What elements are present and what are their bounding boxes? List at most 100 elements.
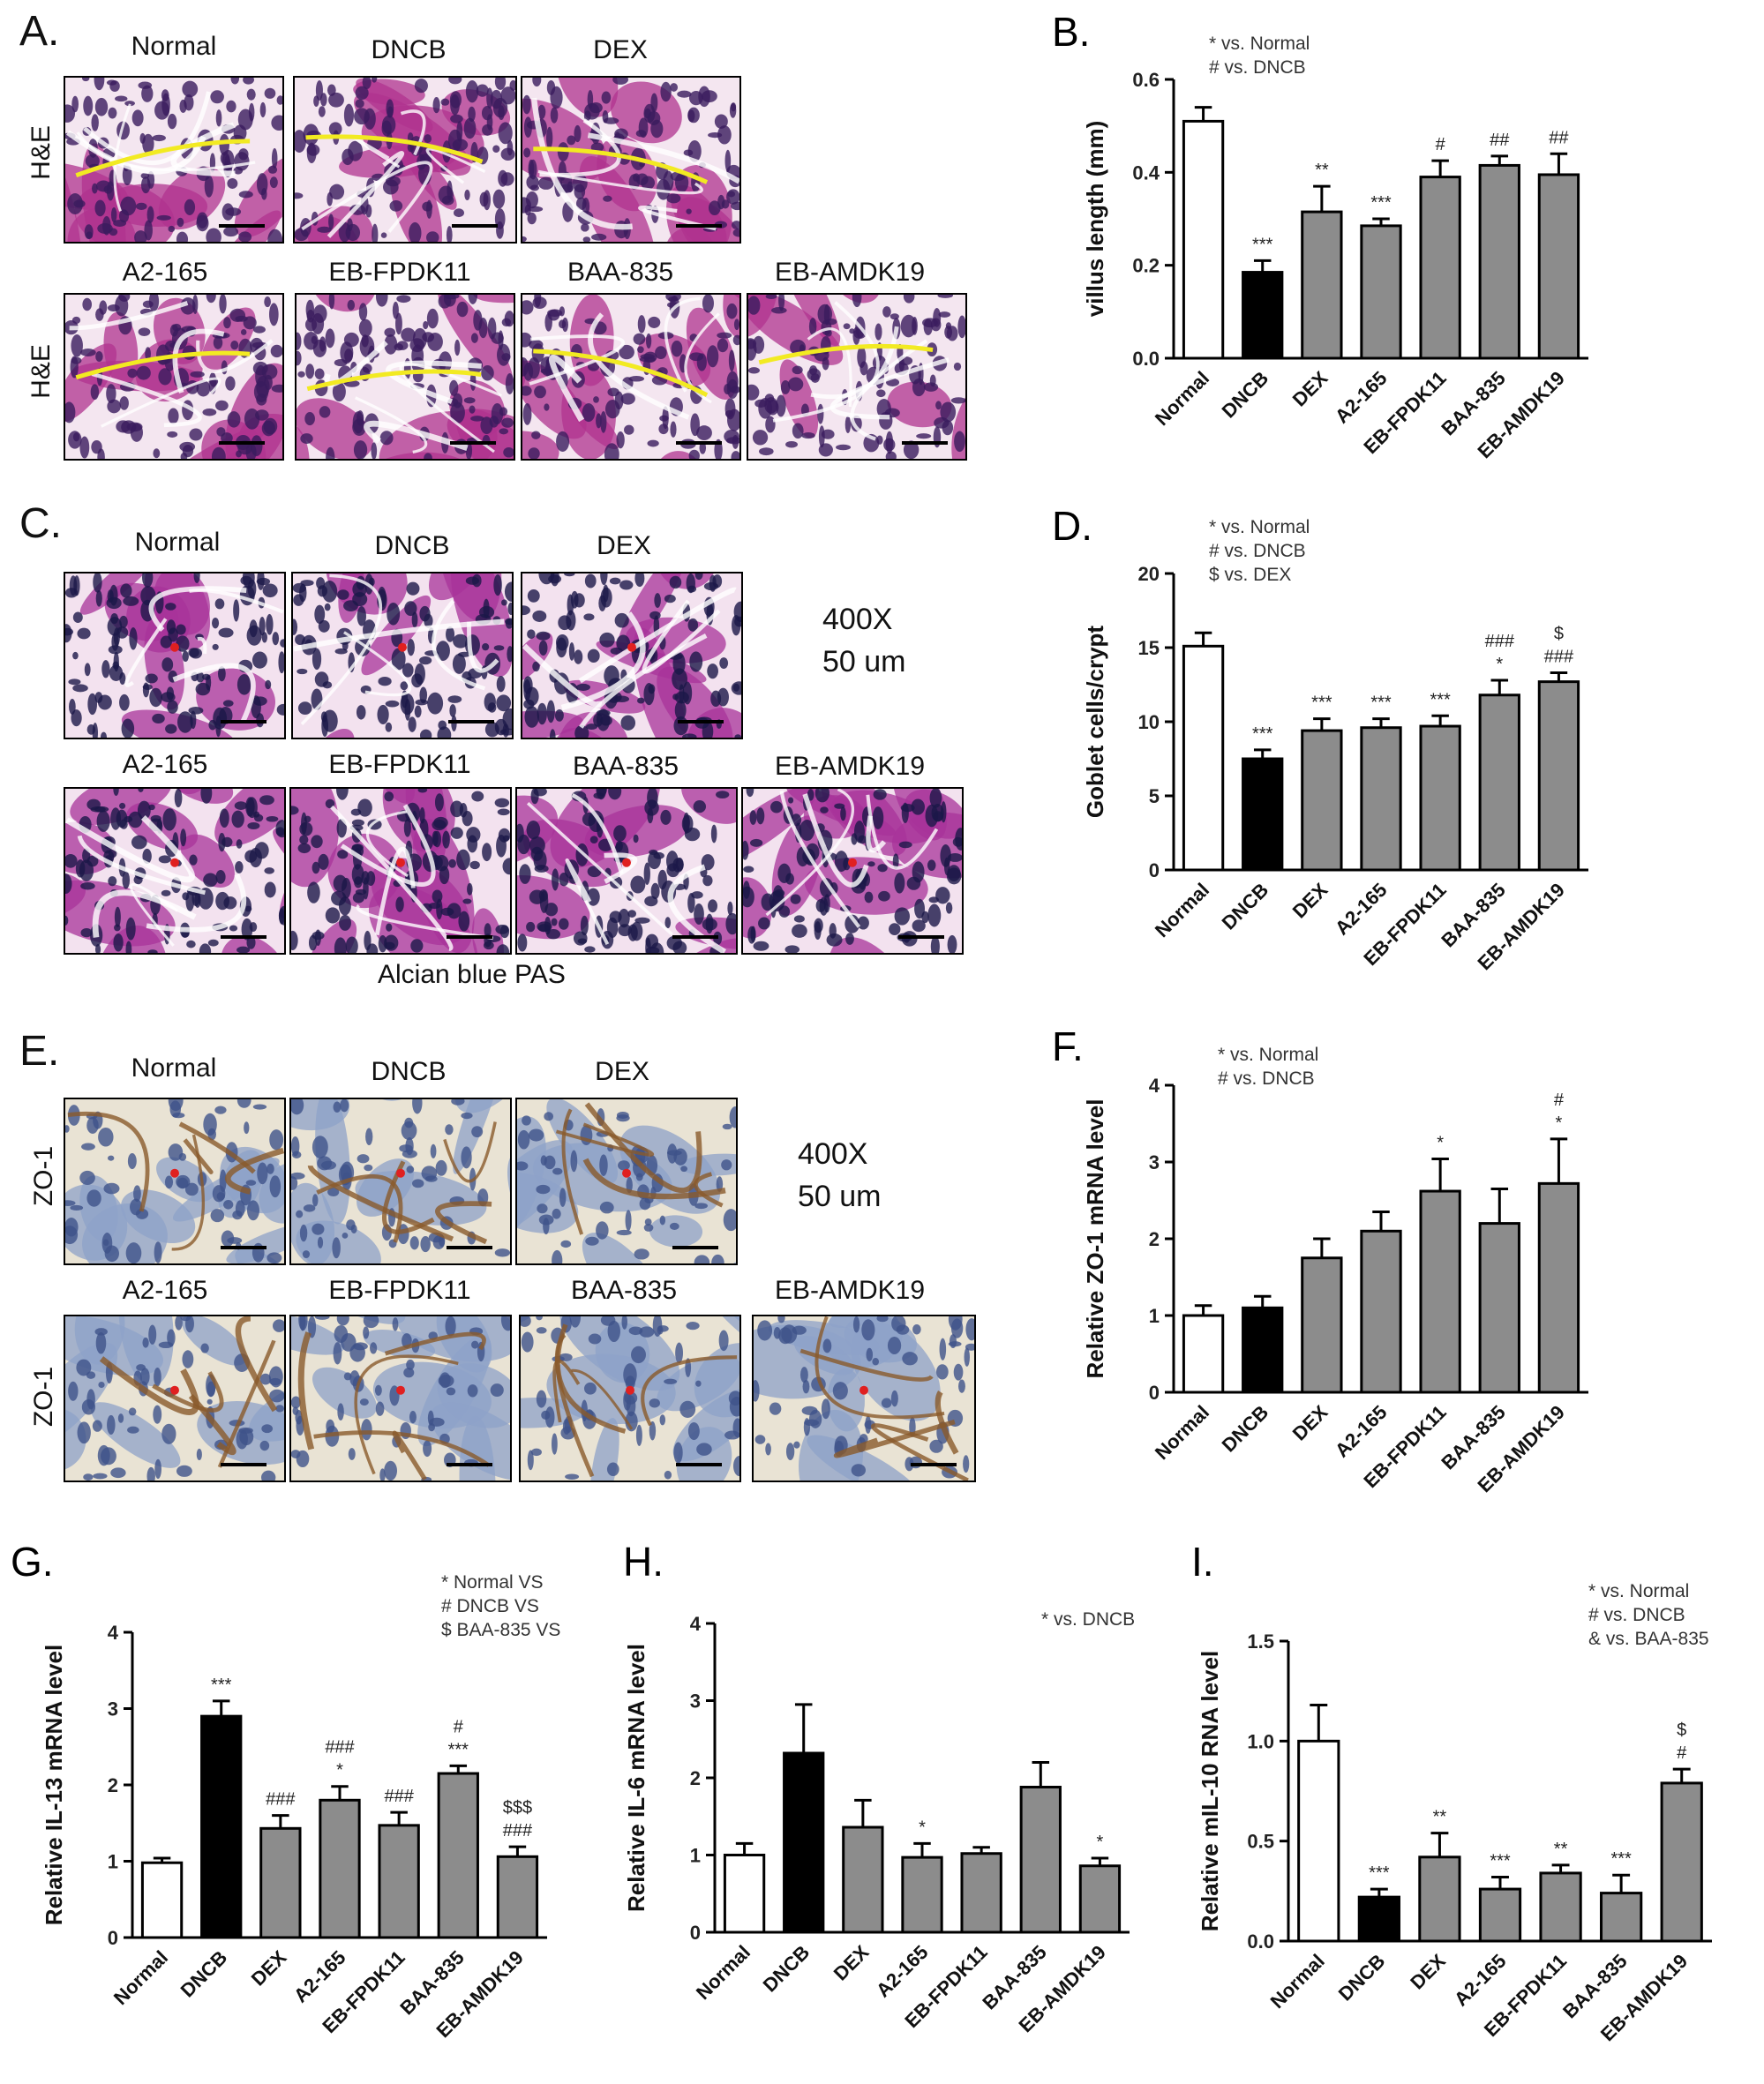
he-image-dex <box>521 76 741 244</box>
significance-label: *** <box>1430 690 1451 709</box>
legend-entry: * vs. DNCB <box>1041 1609 1135 1630</box>
col-label-baa-835: BAA-835 <box>570 1276 678 1305</box>
col-label-a2-165: A2-165 <box>122 750 208 779</box>
x-tick-label: Normal <box>1151 879 1213 941</box>
y-tick-label: 2 <box>108 1774 118 1796</box>
y-axis-label: Relative IL-13 mRNA level <box>41 1645 67 1925</box>
bar <box>1600 1892 1643 1943</box>
y-tick-label: 4 <box>1149 1075 1160 1097</box>
y-tick-label: 4 <box>690 1613 702 1635</box>
x-tick-label: DNCB <box>1334 1950 1390 2005</box>
bar <box>259 1826 302 1939</box>
tissue-texture <box>295 78 515 242</box>
he-image-normal <box>64 76 284 244</box>
bar <box>200 1714 243 1939</box>
col-label-baa-835: BAA-835 <box>572 752 679 781</box>
panel-letter: I. <box>1191 1539 1214 1585</box>
y-tick-label: 0 <box>1149 1382 1160 1404</box>
bar <box>1418 1855 1461 1943</box>
significance-label: ** <box>1433 1808 1447 1827</box>
y-tick-label: 20 <box>1138 563 1160 585</box>
col-label-dex: DEX <box>593 35 648 64</box>
ihc-image-baa-835 <box>519 1315 741 1482</box>
col-label-normal: Normal <box>131 1053 217 1083</box>
significance-label: $ <box>1677 1720 1686 1740</box>
he-image-dncb <box>293 76 517 244</box>
he-image-eb-fpdk11 <box>295 293 515 461</box>
y-tick-label: 0.4 <box>1132 161 1160 184</box>
legend-entry: * vs. Normal <box>1218 1045 1318 1065</box>
significance-label: # <box>454 1717 464 1736</box>
significance-label: *** <box>1369 1863 1390 1883</box>
legend-entry: # vs. DNCB <box>1209 541 1306 561</box>
significance-label: ### <box>384 1787 414 1806</box>
magnification-note-e: 400X 50 um <box>798 1133 882 1218</box>
tissue-texture <box>65 78 282 242</box>
significance-label: ### <box>325 1738 355 1758</box>
col-label-a2-165: A2-165 <box>122 1276 208 1305</box>
bar <box>1419 176 1461 360</box>
pas-image-normal <box>64 572 286 739</box>
tissue-texture <box>291 1316 510 1481</box>
bar <box>1360 726 1402 872</box>
he-image-a2-165 <box>64 293 284 461</box>
y-tick-label: 3 <box>690 1690 701 1713</box>
pas-image-a2-165 <box>64 787 286 955</box>
x-tick-label: Normal <box>1151 367 1213 430</box>
col-label-eb-amdk19: EB-AMDK19 <box>774 752 926 781</box>
bar <box>378 1824 420 1939</box>
legend-entry: $ vs. DEX <box>1209 565 1291 585</box>
significance-label: $ <box>1554 625 1564 644</box>
legend-entry: # vs. DNCB <box>1209 57 1306 78</box>
significance-label: *** <box>1610 1849 1632 1869</box>
row-label-he-1: H&E <box>26 125 56 180</box>
significance-label: *** <box>448 1740 469 1759</box>
col-label-dncb: DNCB <box>371 1057 447 1086</box>
significance-label: *** <box>211 1675 232 1695</box>
x-tick-label: DEX <box>247 1946 291 1990</box>
significance-label: *** <box>1370 693 1392 713</box>
panel-letter-c: C. <box>19 500 62 547</box>
tissue-texture <box>65 789 284 953</box>
bar <box>842 1825 884 1934</box>
y-tick-label: 3 <box>108 1698 118 1720</box>
tissue-texture <box>521 1316 739 1481</box>
x-tick-label: DEX <box>1288 1401 1332 1445</box>
bar <box>496 1855 539 1939</box>
y-tick-label: 15 <box>1138 637 1160 659</box>
col-label-dex: DEX <box>597 531 651 560</box>
tissue-texture <box>517 1099 736 1263</box>
significance-label: *** <box>1370 193 1392 213</box>
col-label-dncb: DNCB <box>374 531 450 560</box>
bar <box>901 1855 943 1934</box>
significance-label: ### <box>503 1821 533 1840</box>
y-axis-label: Relative mIL-10 RNA level <box>1197 1651 1223 1931</box>
legend-entry: # DNCB VS <box>441 1596 539 1616</box>
tissue-texture <box>65 295 282 459</box>
bar <box>1357 1895 1400 1943</box>
y-tick-label: 3 <box>1149 1151 1160 1173</box>
bar <box>437 1772 479 1939</box>
legend-entry: * vs. Normal <box>1209 517 1310 537</box>
bar <box>1360 224 1402 360</box>
significance-label: * <box>336 1761 343 1780</box>
panel-letter: G. <box>11 1539 54 1585</box>
x-tick-label: Normal <box>1151 1401 1213 1464</box>
panel-letter-a: A. <box>19 8 60 55</box>
chart-h: H. * vs. DNCB 0 1 2 3 4 Relative IL-6 mRNA leve… <box>623 1539 1135 2036</box>
panel-letter-e: E. <box>19 1028 60 1075</box>
col-label-eb-amdk19: EB-AMDK19 <box>774 258 926 287</box>
tissue-texture <box>517 789 736 953</box>
x-tick-label: DNCB <box>759 1941 814 1997</box>
panel-letter: D. <box>1052 503 1092 549</box>
bar <box>1419 1189 1461 1394</box>
bar <box>1182 1314 1225 1394</box>
y-tick-label: 2 <box>1149 1228 1160 1250</box>
significance-label: # <box>1436 135 1446 154</box>
ihc-image-eb-amdk19 <box>752 1315 976 1482</box>
col-label-baa-835: BAA-835 <box>567 258 674 287</box>
tissue-texture <box>522 295 739 459</box>
bar <box>1478 1222 1520 1394</box>
y-tick-label: 0.0 <box>1132 348 1160 370</box>
pas-image-baa-835 <box>515 787 738 955</box>
